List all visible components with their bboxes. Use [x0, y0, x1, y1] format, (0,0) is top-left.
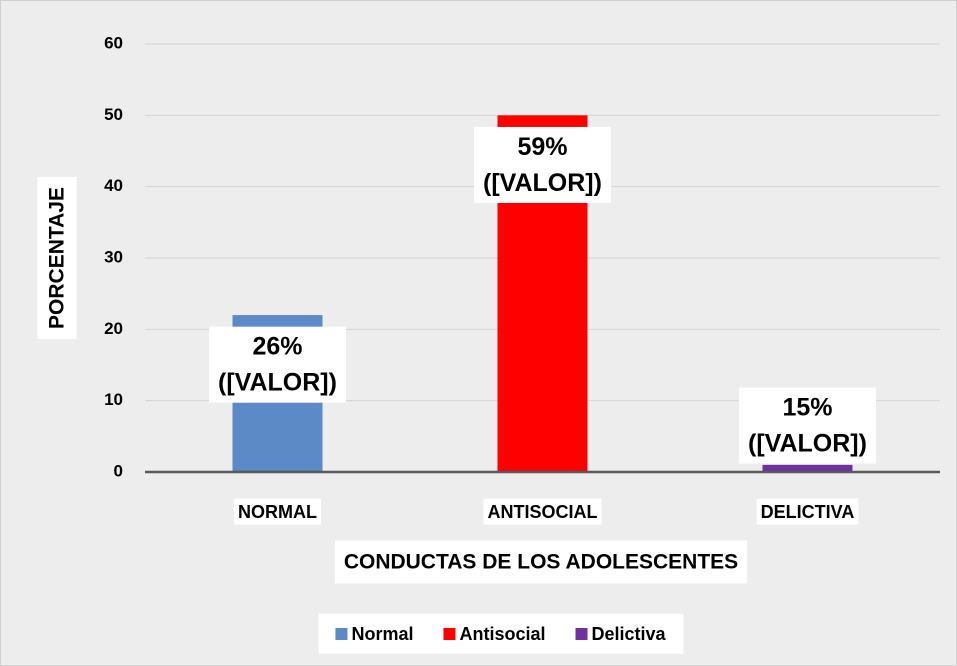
y-axis-title: PORCENTAJE [46, 187, 69, 329]
label-box [234, 498, 321, 525]
legend-label: Antisocial [459, 624, 545, 644]
legend: Normal Antisocial Delictiva [318, 613, 684, 654]
label-box [739, 387, 876, 464]
label-box [483, 498, 602, 525]
data-label-line: 59% [517, 133, 567, 161]
label-box [334, 540, 748, 584]
label-box [37, 177, 77, 339]
label-box [318, 613, 684, 654]
label-box [474, 126, 611, 203]
x-tick-label: NORMAL [238, 502, 317, 522]
legend-swatch [575, 628, 588, 640]
x-tick-label: DELICTIVA [761, 502, 855, 522]
y-tick-label: 30 [104, 247, 123, 266]
y-tick-label: 20 [104, 319, 123, 338]
data-label-line: ([VALOR]) [748, 430, 867, 458]
x-tick-label: ANTISOCIAL [488, 502, 598, 522]
legend-swatch [443, 628, 456, 640]
data-label-line: 15% [782, 394, 832, 422]
y-tick-label: 60 [104, 33, 123, 52]
y-tick-label: 0 [114, 461, 123, 480]
y-title-group: PORCENTAJE [37, 177, 77, 339]
label-box [209, 326, 346, 403]
y-tick-label: 40 [104, 176, 123, 195]
data-label-line: ([VALOR]) [483, 169, 602, 197]
y-tick-label: 50 [104, 105, 123, 124]
y-tick-label: 10 [104, 390, 123, 409]
bar [762, 464, 853, 472]
x-axis-title: CONDUCTAS DE LOS ADOLESCENTES [344, 551, 738, 574]
data-label: 15% ([VALOR]) [739, 387, 876, 464]
data-label-line: ([VALOR]) [218, 369, 337, 397]
data-label: 59% ([VALOR]) [474, 126, 611, 203]
legend-swatch [335, 628, 348, 640]
label-box [756, 498, 859, 525]
data-label-line: 26% [252, 333, 302, 361]
data-label: 26% ([VALOR]) [209, 326, 346, 403]
legend-label: Delictiva [592, 624, 667, 644]
legend-label: Normal [351, 624, 413, 644]
